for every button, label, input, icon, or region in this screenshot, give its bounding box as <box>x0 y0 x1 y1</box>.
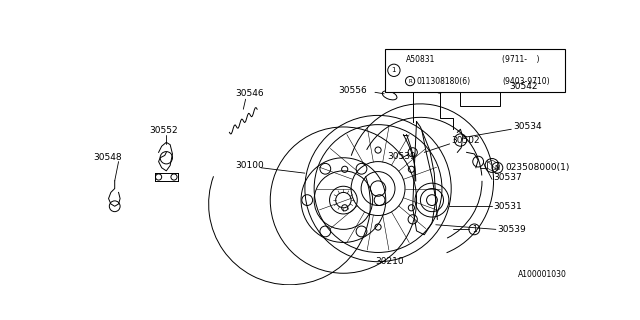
Text: 30546: 30546 <box>236 89 264 98</box>
Text: 023508000(1): 023508000(1) <box>505 163 570 172</box>
Text: 30531: 30531 <box>493 202 522 211</box>
Text: A50831: A50831 <box>406 55 436 64</box>
Text: 1: 1 <box>472 225 477 234</box>
Text: N: N <box>495 165 500 171</box>
Text: 1: 1 <box>392 67 396 73</box>
Text: 30548: 30548 <box>93 153 122 162</box>
Text: (9403-9710): (9403-9710) <box>502 76 550 85</box>
Text: 30502: 30502 <box>451 136 480 145</box>
Text: 30539: 30539 <box>497 225 526 234</box>
Text: 30100: 30100 <box>236 161 264 170</box>
Bar <box>460 75 500 106</box>
Text: A100001030: A100001030 <box>518 270 566 279</box>
Text: 30556: 30556 <box>338 86 367 95</box>
Text: 30542: 30542 <box>509 83 538 92</box>
Text: (9711-    ): (9711- ) <box>502 55 540 64</box>
Text: 30534: 30534 <box>513 123 541 132</box>
Text: 011308180(6): 011308180(6) <box>416 76 470 85</box>
Text: R: R <box>408 79 412 84</box>
Text: 30210: 30210 <box>376 257 404 266</box>
Text: 30552: 30552 <box>149 126 178 135</box>
Bar <box>385 49 564 92</box>
Text: 30537: 30537 <box>493 172 522 181</box>
Text: 30539: 30539 <box>387 152 416 161</box>
